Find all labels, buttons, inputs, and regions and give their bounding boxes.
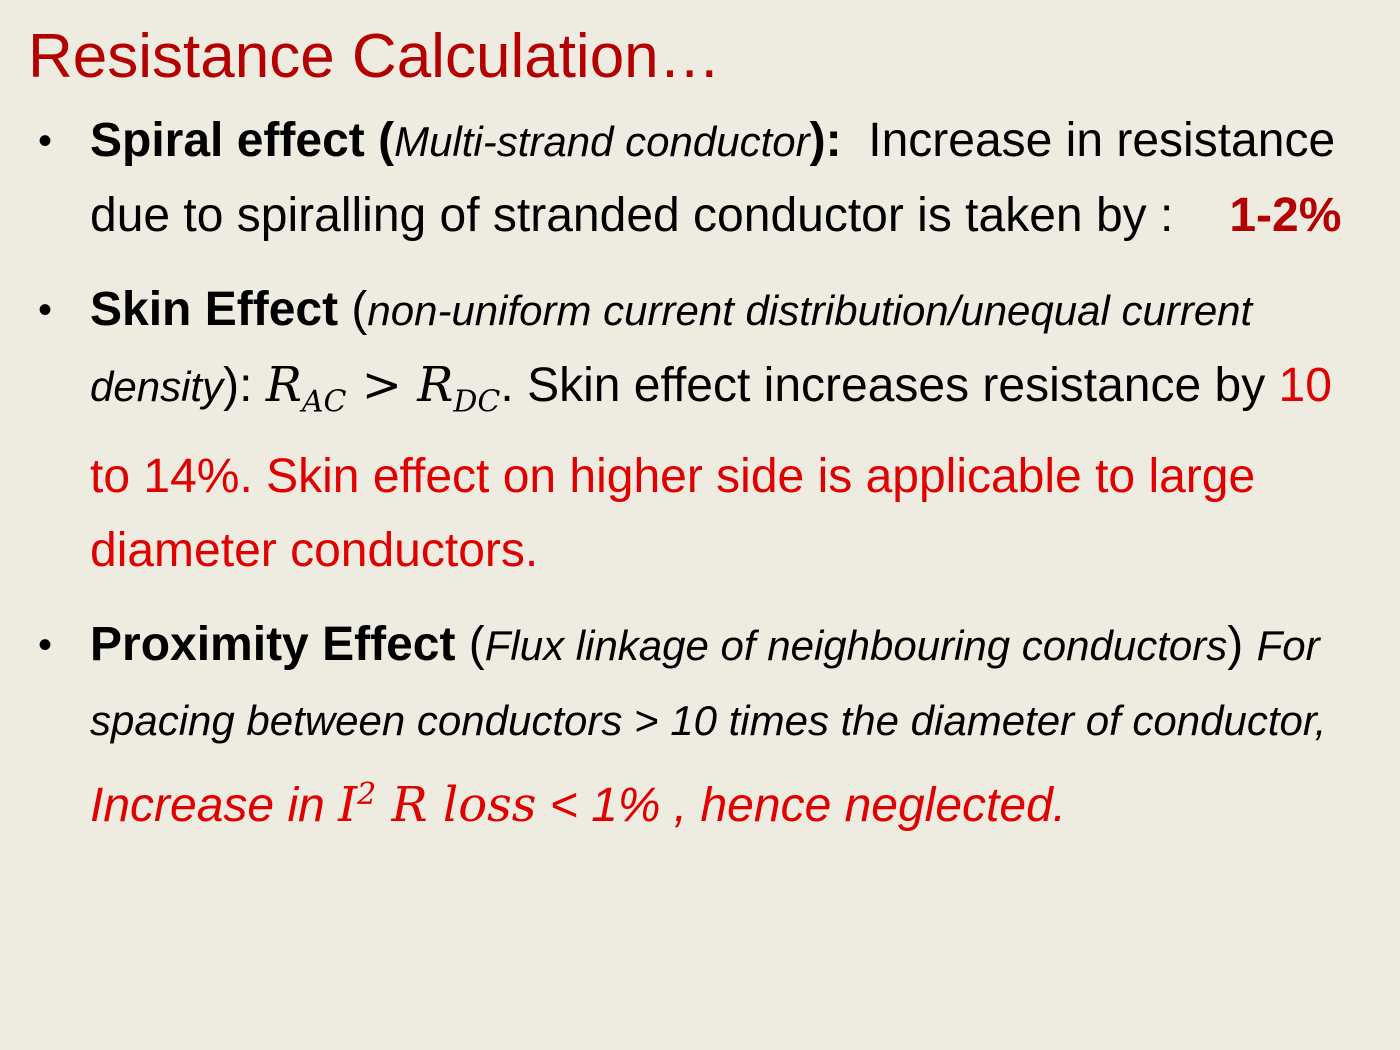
eq-r: R bbox=[417, 357, 454, 413]
bullet-body: For spacing between conductors > 10 time… bbox=[90, 621, 1327, 744]
eq-sup-2: 2 bbox=[357, 776, 377, 812]
bullet-red-text-end: < 1% , hence neglected. bbox=[536, 778, 1067, 832]
bullet-paren-text: non-uniform current distribution/unequal… bbox=[90, 287, 1253, 410]
bullet-paren-close: ) bbox=[1227, 617, 1244, 671]
bullet-heading: Spiral effect ( bbox=[90, 114, 395, 167]
bullet-red-text: Increase in bbox=[90, 778, 339, 832]
equation-rac-gt-rdc: RAC > RDC bbox=[265, 357, 501, 420]
eq-r-loss: R loss bbox=[391, 776, 537, 833]
bullet-paren-text: Multi-strand conductor bbox=[394, 118, 810, 165]
bullet-heading-close: ): bbox=[809, 114, 842, 167]
bullet-heading: Skin Effect bbox=[90, 283, 339, 336]
bullet-proximity-effect: • Proximity Effect (Flux linkage of neig… bbox=[38, 608, 1378, 843]
eq-gt: > bbox=[346, 357, 418, 413]
bullet-red-text: 10 to 14%. Skin effect on higher side is… bbox=[90, 359, 1332, 577]
bullet-paren-text: Flux linkage of neighbouring conductors bbox=[484, 621, 1228, 669]
bullet-value: 1-2% bbox=[1229, 189, 1342, 242]
eq-sub-dc: DC bbox=[453, 384, 501, 420]
bullet-dot-icon: • bbox=[38, 288, 53, 332]
bullet-heading: Proximity Effect bbox=[90, 617, 456, 671]
bullet-paren-open: ( bbox=[338, 283, 368, 336]
bullet-paren-close: ): bbox=[223, 359, 266, 412]
eq-r: R bbox=[265, 357, 302, 413]
bullet-dot-icon: • bbox=[38, 119, 53, 163]
eq-sub-ac: AC bbox=[301, 384, 347, 420]
bullet-dot-icon: • bbox=[38, 622, 53, 667]
bullet-body: Skin effect increases resistance by bbox=[513, 359, 1279, 412]
bullet-body: Increase in resistance due to spiralling… bbox=[90, 114, 1336, 242]
bullet-skin-effect: • Skin Effect (non-uniform current distr… bbox=[38, 273, 1378, 588]
slide-title: Resistance Calculation… bbox=[28, 22, 721, 91]
equation-i2r: I2 R loss bbox=[338, 777, 536, 833]
eq-i: I bbox=[338, 776, 358, 833]
bullet-spiral-effect: • Spiral effect (Multi-strand conductor)… bbox=[38, 104, 1378, 253]
bullet-paren-open: ( bbox=[455, 617, 485, 671]
eq-end: . bbox=[500, 359, 514, 412]
bullet-list: • Spiral effect (Multi-strand conductor)… bbox=[38, 104, 1378, 843]
